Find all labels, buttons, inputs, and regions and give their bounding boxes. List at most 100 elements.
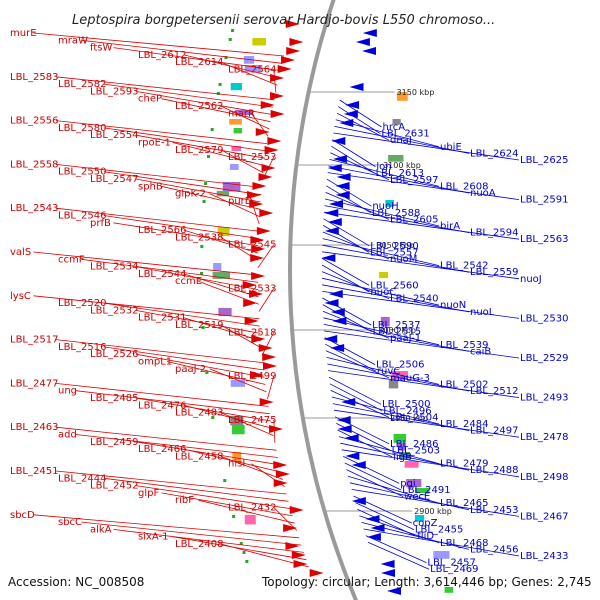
gene-label-lbl-2608: LBL_2608	[440, 181, 488, 192]
gene-leader-line	[198, 280, 259, 305]
kbp-label: 3050 kbp	[376, 241, 414, 250]
gene-leader-line	[325, 192, 390, 220]
gene-leader-line	[220, 456, 284, 480]
gene-leader-line	[81, 39, 283, 64]
feature-tick	[228, 38, 232, 41]
gene-leader-line	[323, 317, 440, 346]
reverse-gene-arrow	[361, 47, 376, 55]
forward-gene-arrow	[258, 173, 273, 181]
gene-label-lbl-2545: LBL_2545	[228, 240, 276, 251]
gene-label-copz: copZ	[413, 518, 438, 529]
gene-leader-line	[220, 61, 278, 86]
reverse-gene-arrow	[351, 497, 366, 505]
gene-leader-line	[262, 156, 275, 181]
gene-label-lbl-2515: LBL_2515	[373, 327, 421, 338]
feature-block	[414, 488, 430, 494]
gene-leader-line	[135, 485, 291, 509]
gene-label-sphb: sphB	[138, 181, 163, 192]
reverse-gene-arrow	[332, 155, 347, 163]
gene-leader-line	[351, 489, 520, 517]
feature-block	[216, 191, 230, 197]
feature-block	[212, 272, 231, 279]
gene-label-lbl-2531: LBL_2531	[138, 313, 186, 324]
gene-label-lbl-2455: LBL_2455	[415, 525, 463, 536]
gene-label-prfb: prfB	[90, 218, 111, 229]
forward-gene-arrow	[270, 74, 285, 82]
gene-leader-line	[135, 353, 265, 378]
gene-label-lbl-2594: LBL_2594	[470, 228, 518, 239]
gene-label-lbl-2497: LBL_2497	[470, 426, 518, 437]
gene-label-lbl-2516: LBL_2516	[58, 342, 106, 353]
gene-leader-line	[328, 165, 470, 194]
gene-label-ompl1: ompL1	[138, 357, 172, 368]
reverse-gene-arrow	[345, 452, 360, 460]
reverse-gene-arrow	[328, 200, 343, 208]
gene-label-lbl-2457: LBL_2457	[427, 558, 475, 569]
forward-gene-arrow	[269, 425, 284, 433]
feature-tick	[201, 326, 205, 329]
gene-label-lbl-2559: LBL_2559	[470, 267, 518, 278]
forward-gene-arrow	[262, 362, 277, 370]
gene-label-lbl-2613: LBL_2613	[376, 168, 424, 179]
gene-leader-line	[267, 375, 275, 400]
gene-label-lbl-2557: LBL_2557	[370, 247, 418, 258]
gene-label-lbl-2478: LBL_2478	[520, 432, 568, 443]
gene-label-ftsw: ftsW	[90, 43, 112, 54]
feature-block	[222, 182, 241, 192]
gene-label-lbl-2546: LBL_2546	[58, 211, 106, 222]
gene-label-lbl-2593: LBL_2593	[90, 86, 138, 97]
feature-block	[244, 515, 256, 525]
gene-leader-line	[322, 297, 372, 326]
reverse-gene-labels: hrcALBL_2631dnaJubiELBL_2624LBL_2625lonL…	[321, 99, 568, 575]
gene-leader-line	[183, 229, 259, 254]
gene-leader-line	[334, 126, 470, 154]
gene-label-nuoh: nuoH	[372, 201, 398, 212]
gene-label-lbl-2631: LBL_2631	[381, 129, 429, 140]
gene-leader-line	[332, 403, 470, 431]
gene-leader-line	[333, 409, 520, 438]
gene-label-mure: murE	[10, 28, 37, 39]
gene-label-nuoa: nuoA	[470, 188, 496, 199]
gene-leader-line	[353, 495, 412, 524]
gene-leader-line	[55, 383, 269, 407]
gene-leader-line	[220, 412, 274, 436]
feature-tick	[218, 83, 222, 86]
gene-label-lbl-2467: LBL_2467	[520, 511, 568, 522]
gene-leader-line	[135, 134, 266, 159]
gene-leader-line	[339, 99, 382, 128]
forward-gene-arrow	[260, 101, 275, 109]
gene-label-lbl-2526: LBL_2526	[90, 349, 138, 360]
feature-block	[393, 434, 407, 443]
forward-gene-arrow	[251, 272, 266, 280]
gene-leader-line	[103, 477, 289, 502]
gene-leader-line	[363, 528, 520, 557]
gene-label-lbl-2539: LBL_2539	[440, 340, 488, 351]
feature-tick	[231, 29, 235, 32]
feature-block	[233, 128, 242, 134]
gene-label-sbcd: sbcD	[10, 510, 35, 521]
gene-leader-line	[183, 404, 273, 429]
gene-leader-line	[55, 339, 263, 363]
feature-tick	[206, 155, 210, 158]
gene-label-lbl-2484: LBL_2484	[440, 419, 488, 430]
gene-leader-line	[333, 132, 520, 161]
feature-block	[232, 425, 245, 435]
gene-leader-line	[103, 215, 259, 239]
gene-label-paaj-2: paaJ-2	[175, 364, 206, 375]
gene-leader-line	[220, 324, 262, 349]
gene-label-lbl-2465: LBL_2465	[440, 498, 488, 509]
gene-leader-line	[135, 91, 272, 115]
gene-leader-line	[327, 363, 470, 392]
gene-label-ung: ung	[58, 386, 77, 397]
forward-gene-arrow	[273, 461, 288, 469]
gene-leader-line	[325, 350, 390, 379]
gene-label-lbl-2530: LBL_2530	[520, 313, 568, 324]
gene-leader-line	[332, 139, 376, 167]
forward-gene-arrow	[270, 92, 285, 100]
gene-leader-line	[258, 288, 275, 312]
reverse-gene-arrow	[365, 515, 380, 523]
feature-block	[230, 380, 245, 387]
gene-leader-line	[220, 237, 259, 261]
gene-leader-line	[172, 142, 265, 166]
gene-leader-line	[323, 218, 370, 247]
